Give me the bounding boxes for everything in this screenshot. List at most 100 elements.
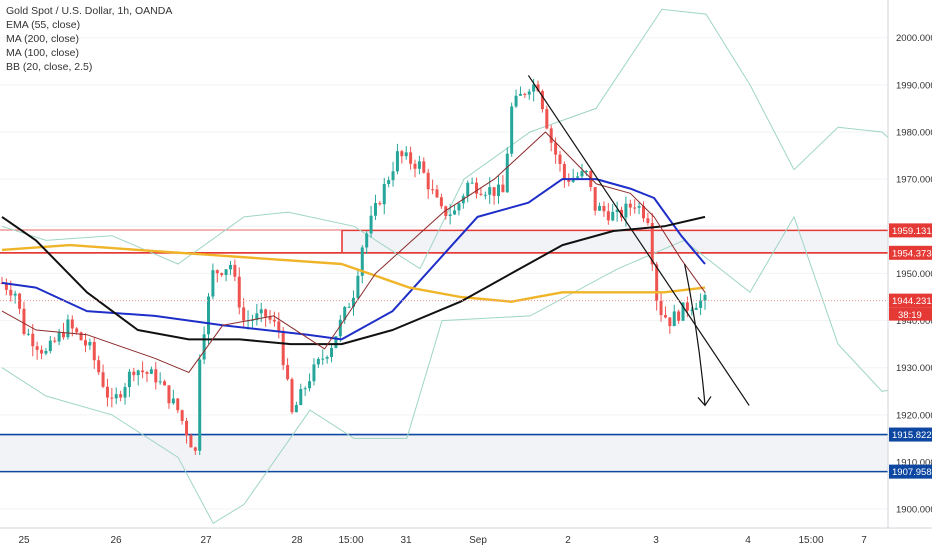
candle-body [457,203,461,211]
candle-body [9,289,13,296]
price-label-box [889,245,932,260]
candle-body [413,163,417,169]
candle-body [690,309,694,311]
candle-body [470,182,474,184]
candle-body [286,365,290,380]
y-tick-label: 1930.000 [896,363,932,374]
candle-body [180,410,184,421]
candle-body [264,309,268,317]
candle-body [13,293,17,296]
y-tick-label: 1970.000 [896,175,932,186]
candle-body [57,332,61,342]
candle-body [633,207,637,209]
y-tick-label: 1990.000 [896,80,932,91]
candle-body [62,332,66,338]
candle-body [207,296,211,335]
candle-body [659,300,663,316]
candle-body [268,316,272,320]
y-tick-label: 1980.000 [896,128,932,139]
candle-body [518,93,522,96]
candle-body [593,187,597,211]
candle-body [44,350,48,354]
candle-body [70,319,74,329]
zone-support [0,434,888,472]
candle-body [259,309,263,314]
candle-body [250,319,254,321]
price-axis-bg [888,0,932,550]
candle-body [378,203,382,205]
candle-body [373,203,377,216]
candle-body [352,297,355,307]
price-label-box [889,427,932,442]
price-label: 1954.373 [892,248,932,259]
candle-body [176,398,180,411]
candle-body [343,306,347,320]
candle-body [79,332,83,341]
x-tick-label: 7 [861,535,867,546]
series-sma-20 [1,131,706,373]
candle-body [365,233,369,248]
candle-body [149,369,153,374]
candle-body [237,276,241,308]
candle-body [330,347,334,358]
candle-body [400,151,404,157]
candle-body [299,389,303,406]
candle-body [185,420,189,436]
candle-body [202,334,206,360]
candle-body [549,128,553,143]
candle-body [488,187,492,195]
candle-body [308,381,312,389]
candle-body [316,358,320,365]
candle-body [453,210,457,215]
candle-body [347,306,351,308]
candle-body [615,209,619,212]
candle-body [496,184,500,196]
y-tick-label: 1920.000 [896,410,932,421]
candle-body [334,336,338,348]
candle-body [584,170,588,172]
price-label-box [889,464,932,479]
candle-body [694,307,698,310]
countdown-label: 38:19 [898,310,922,321]
candle-body [198,359,202,451]
candle-body [501,184,505,193]
candle-body [189,435,193,448]
y-tick-label: 1940.000 [896,316,932,327]
price-label: 1907.958 [892,467,932,478]
legend-ma100: MA (100, close) [6,47,79,59]
x-tick-label: 28 [291,535,303,546]
candle-body [215,270,219,274]
candle-body [40,349,44,354]
candle-body [492,187,496,196]
candle-body [523,93,527,95]
arrow-head [697,396,712,407]
candle-body [154,369,158,383]
candle-body [360,247,364,276]
candle-body [540,91,544,110]
candle-body [439,197,443,207]
candle-body [290,379,294,413]
candle-body [356,275,360,298]
candle-body [31,333,35,347]
candle-body [119,394,123,398]
candle-body [681,302,685,321]
candle-body [532,84,536,92]
candle-body [641,206,645,219]
x-tick-label: 15:00 [798,535,823,546]
candle-body [602,205,606,212]
candle-body [4,283,8,290]
candle-body [163,381,167,386]
candle-body [193,447,197,451]
x-tick-label: 26 [110,535,122,546]
candle-body [35,346,39,350]
x-tick-label: 25 [18,535,30,546]
candle-body [75,328,79,333]
price-label: 1959.131 [892,226,932,237]
candle-body [663,315,667,318]
bb-band-line [1,8,914,270]
candle-body [545,109,549,129]
price-label: 1944.231 [892,296,932,307]
x-tick-label: 27 [200,535,212,546]
